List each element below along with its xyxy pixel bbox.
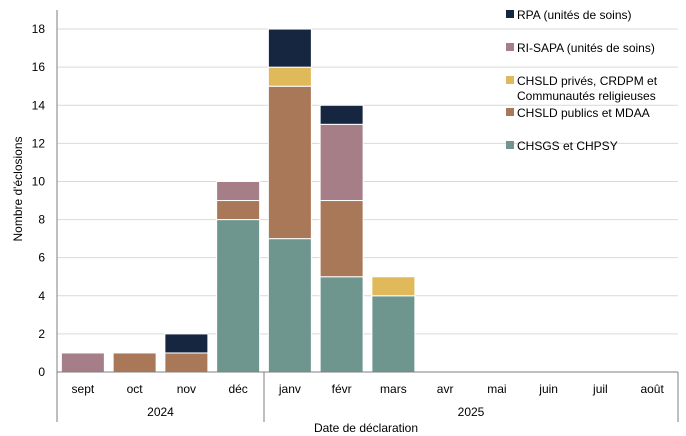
bar-segment-févr-series-1 (319, 200, 364, 278)
x-tick-label-3: déc (228, 382, 247, 396)
bar-segment-sept-series-3 (60, 352, 105, 373)
y-tick-label-8: 8 (38, 213, 45, 227)
legend-label-1: RI-SAPA (unités de soins) (517, 41, 655, 55)
x-tick-label-0: sept (72, 382, 95, 396)
legend-label-2-line-1: Communautés religieuses (517, 89, 656, 103)
axes (56, 10, 679, 422)
y-axis-title: Nombre d'éclosions (11, 136, 25, 241)
legend-label-0: RPA (unités de soins) (517, 8, 632, 22)
x-tick-label-10: juil (592, 382, 608, 396)
legend-label-3: CHSLD publics et MDAA (517, 106, 650, 120)
legend-swatch-0 (506, 10, 514, 18)
bar-segment-janv-series-1 (267, 85, 312, 240)
bar-segment-mars-series-0 (371, 295, 416, 373)
bar-segment-oct-series-1 (112, 352, 157, 373)
bar-segment-nov-series-1 (164, 352, 209, 373)
x-axis-title: Date de déclaration (314, 421, 418, 435)
grid-lines (57, 28, 678, 335)
y-tick-label-12: 12 (32, 136, 46, 150)
x-tick-label-11: août (640, 382, 664, 396)
bar-segment-févr-series-4 (319, 104, 364, 125)
legend-label-2: CHSLD privés, CRDPM et (517, 74, 658, 88)
bar-segment-janv-series-0 (267, 238, 312, 373)
bar-segment-févr-series-3 (319, 123, 364, 202)
y-tick-label-6: 6 (38, 251, 45, 265)
x-tick-labels: sept oct nov déc janv févr mars avr mai juin juil a… (72, 382, 665, 396)
bar-segment-janv-series-4 (267, 28, 312, 68)
x-tick-label-9: juin (538, 382, 558, 396)
year-label-0: 2024 (147, 405, 174, 419)
y-tick-label-18: 18 (32, 22, 46, 36)
legend-swatch-4 (506, 141, 514, 149)
legend-swatch-1 (506, 43, 514, 51)
bar-segment-févr-series-0 (319, 276, 364, 373)
y-tick-labels: 0 2 4 6 8 10 12 14 16 18 (32, 22, 46, 379)
legend-label-4: CHSGS et CHPSY (517, 139, 618, 153)
legend-swatch-2 (506, 76, 514, 84)
x-tick-label-5: févr (332, 382, 352, 396)
x-tick-label-4: janv (278, 382, 301, 396)
y-tick-label-2: 2 (38, 327, 45, 341)
x-tick-label-6: mars (380, 382, 407, 396)
year-labels: 2024 2025 (147, 405, 485, 419)
bar-segment-déc-series-3 (216, 180, 261, 202)
y-tick-label-10: 10 (32, 174, 46, 188)
bar-segment-mars-series-2 (371, 276, 416, 297)
bars (60, 28, 416, 373)
year-label-1: 2025 (458, 405, 485, 419)
bar-segment-janv-series-2 (267, 66, 312, 87)
bar-segment-nov-series-4 (164, 333, 209, 354)
y-tick-label-14: 14 (32, 98, 46, 112)
bar-segment-déc-series-0 (216, 219, 261, 373)
x-tick-label-2: nov (177, 382, 196, 396)
y-tick-label-16: 16 (32, 60, 46, 74)
bar-segment-déc-series-1 (216, 200, 261, 221)
x-tick-label-1: oct (127, 382, 144, 396)
legend: RPA (unités de soins) RI-SAPA (unités de … (506, 8, 658, 153)
y-tick-label-4: 4 (38, 289, 45, 303)
y-tick-label-0: 0 (38, 365, 45, 379)
x-tick-label-7: avr (437, 382, 454, 396)
legend-swatch-3 (506, 108, 514, 116)
x-tick-label-8: mai (487, 382, 506, 396)
